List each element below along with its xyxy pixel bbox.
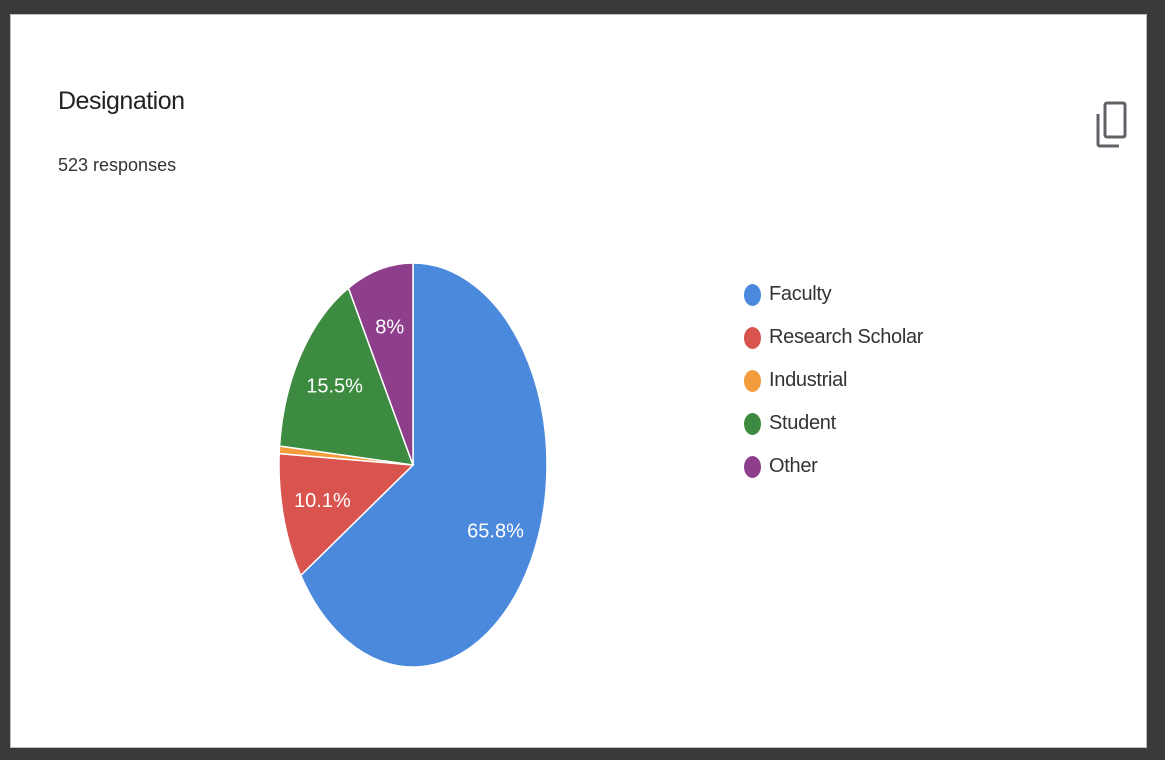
legend-item-research-scholar[interactable]: Research Scholar — [744, 316, 923, 359]
pie-slice-other[interactable] — [347, 262, 414, 466]
chart-legend: Faculty Research Scholar Industrial Student… — [744, 273, 923, 488]
pie-slice-faculty[interactable] — [299, 262, 548, 668]
legend-item-other[interactable]: Other — [744, 445, 923, 488]
legend-item-student[interactable]: Student — [744, 402, 923, 445]
legend-swatch-faculty — [744, 283, 761, 306]
legend-swatch-research-scholar — [744, 326, 761, 349]
legend-swatch-student — [744, 412, 761, 435]
legend-item-industrial[interactable]: Industrial — [744, 359, 923, 402]
legend-label-research-scholar: Research Scholar — [769, 326, 924, 348]
chart-card: Designation 523 responses 65.8% 10.1% 15.5… — [10, 14, 1147, 748]
pie-chart: 65.8% 10.1% 15.5% 8% — [278, 262, 548, 668]
legend-label-faculty: Faculty — [769, 283, 832, 305]
pie-label-other: 8% — [375, 316, 404, 338]
question-title: Designation — [58, 87, 185, 115]
pie-label-student: 15.5% — [306, 376, 363, 398]
legend-swatch-industrial — [744, 369, 761, 392]
copy-icon — [1096, 101, 1127, 148]
pie-slice-student[interactable] — [278, 286, 415, 466]
legend-label-industrial: Industrial — [769, 369, 848, 391]
legend-label-student: Student — [769, 412, 836, 434]
legend-item-faculty[interactable]: Faculty — [744, 273, 923, 316]
pie-slice-research-scholar[interactable] — [278, 452, 415, 577]
copy-chart-button[interactable] — [1091, 97, 1131, 153]
pie-label-faculty: 65.8% — [467, 521, 524, 543]
pie-label-research-scholar: 10.1% — [294, 490, 351, 512]
legend-label-other: Other — [769, 455, 818, 477]
legend-swatch-other — [744, 455, 761, 478]
response-count: 523 responses — [58, 155, 177, 175]
